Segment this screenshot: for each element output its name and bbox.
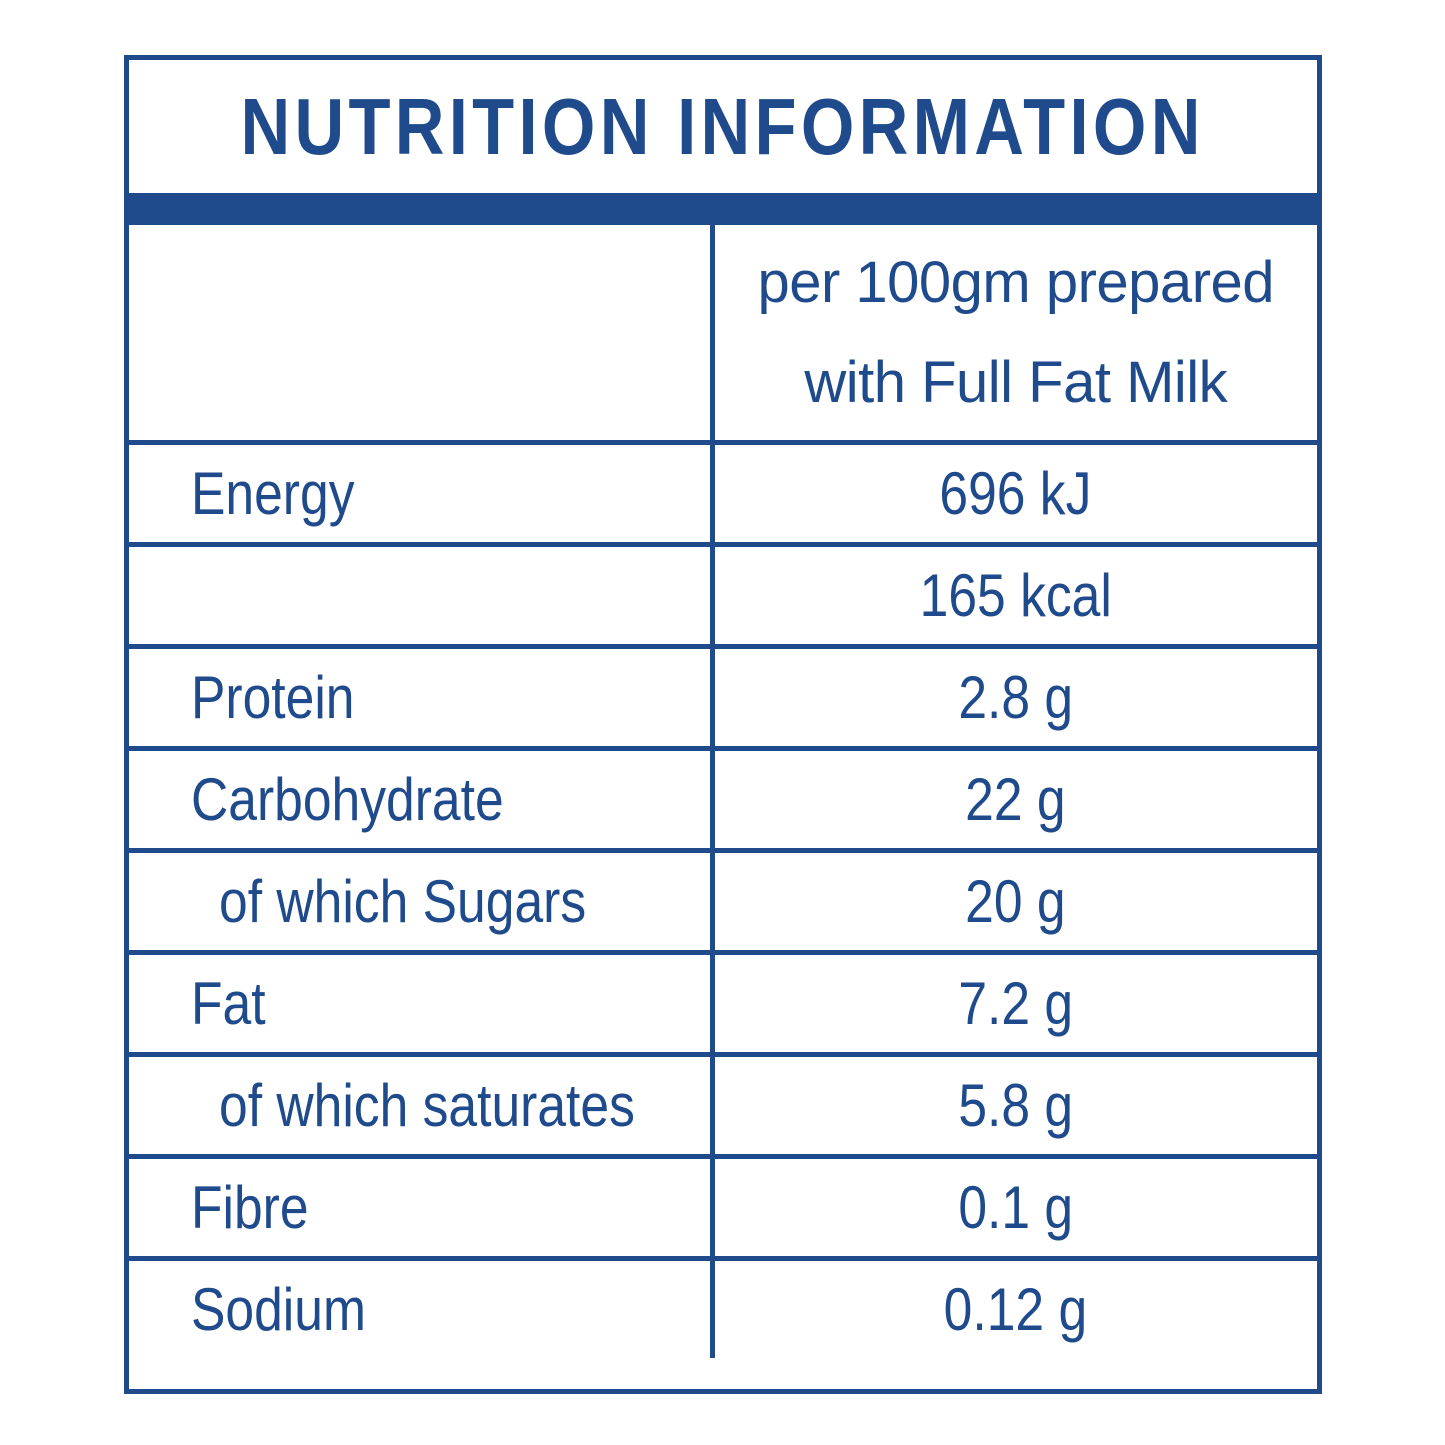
nutrient-value: 2.8 g [958,664,1074,731]
nutrient-name: Fibre [191,1174,309,1241]
header-empty-cell [129,225,715,445]
nutrient-value-cell: 7.2 g [709,950,1317,1057]
nutrient-name-cell: Fibre [129,1154,715,1261]
nutrient-value: 5.8 g [958,1072,1074,1139]
table-row-carbohydrate: Carbohydrate 22 g [129,746,1317,853]
column-header-line-2: with Full Fat Milk [804,349,1228,415]
nutrient-value: 22 g [965,766,1066,833]
nutrient-value: 7.2 g [958,970,1074,1037]
nutrient-name: Fat [191,970,266,1037]
nutrient-value-cell: 165 kcal [709,542,1317,649]
nutrient-value: 165 kcal [919,562,1112,629]
header-value-cell: per 100gm prepared with Full Fat Milk [709,225,1317,445]
column-header-line-1: per 100gm prepared [757,249,1275,315]
nutrient-name: Sodium [191,1276,366,1343]
nutrient-value-cell: 0.1 g [709,1154,1317,1261]
nutrient-value-cell: 696 kJ [709,440,1317,547]
nutrient-name: Carbohydrate [191,766,504,833]
table-header-row: per 100gm prepared with Full Fat Milk [129,225,1317,445]
nutrition-title: NUTRITION INFORMATION [240,81,1206,171]
nutrient-name-cell: of which saturates [129,1052,715,1159]
nutrient-value-cell: 22 g [709,746,1317,853]
nutrient-value: 20 g [965,868,1066,935]
nutrient-name-cell [129,542,715,649]
nutrient-name-cell: Fat [129,950,715,1057]
nutrient-value-cell: 5.8 g [709,1052,1317,1159]
table-row-fat: Fat 7.2 g [129,950,1317,1057]
nutrient-value-cell: 2.8 g [709,644,1317,751]
nutrient-name-cell: Sodium [129,1256,715,1358]
table-row-sodium: Sodium 0.12 g [129,1256,1317,1358]
title-box: NUTRITION INFORMATION [129,60,1317,193]
nutrient-name-cell: Protein [129,644,715,751]
table-row-energy-kcal: 165 kcal [129,542,1317,649]
table-row-fibre: Fibre 0.1 g [129,1154,1317,1261]
nutrient-name: Protein [191,664,355,731]
nutrient-value: 0.1 g [958,1174,1074,1241]
table-row-sugars: of which Sugars 20 g [129,848,1317,955]
table-row-energy: Energy 696 kJ [129,440,1317,547]
nutrition-table: per 100gm prepared with Full Fat Milk En… [129,225,1317,1358]
nutrient-value-cell: 20 g [709,848,1317,955]
table-row-protein: Protein 2.8 g [129,644,1317,751]
nutrition-panel: NUTRITION INFORMATION per 100gm prepared… [124,55,1322,1394]
nutrient-value-cell: 0.12 g [709,1256,1317,1358]
nutrient-name: of which Sugars [219,868,587,935]
nutrient-name: Energy [191,460,355,527]
title-divider-bar [129,193,1317,225]
nutrient-name: of which saturates [219,1072,635,1139]
nutrient-value: 0.12 g [944,1276,1088,1343]
nutrient-name-cell: of which Sugars [129,848,715,955]
nutrient-value: 696 kJ [939,460,1092,527]
table-row-saturates: of which saturates 5.8 g [129,1052,1317,1159]
nutrient-name-cell: Carbohydrate [129,746,715,853]
nutrient-name-cell: Energy [129,440,715,547]
